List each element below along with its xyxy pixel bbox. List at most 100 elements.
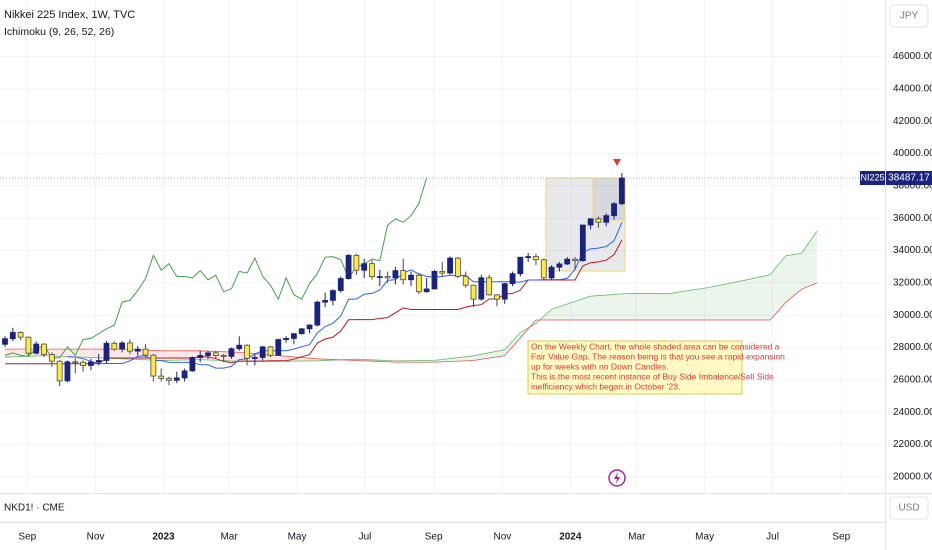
candle-body bbox=[291, 333, 297, 339]
y-tick-label: 44000.00 bbox=[893, 84, 932, 95]
candle-body bbox=[587, 218, 594, 226]
candle-body bbox=[142, 348, 149, 356]
x-tick-label: Mar bbox=[220, 532, 238, 543]
cloud-fill bbox=[473, 349, 505, 361]
candle-body bbox=[197, 355, 204, 358]
annotation: On the Weekly Chart, the whole shaded ar… bbox=[527, 340, 785, 395]
cloud-fill bbox=[590, 293, 630, 321]
x-tick-label: May bbox=[288, 532, 307, 543]
candle-body bbox=[212, 352, 219, 356]
candle-body bbox=[103, 342, 110, 361]
candles bbox=[2, 172, 625, 386]
candle-body bbox=[595, 218, 602, 223]
x-tick-label: Sep bbox=[425, 532, 443, 543]
candle-body bbox=[166, 377, 172, 381]
candle-body bbox=[579, 224, 586, 262]
candle-body bbox=[134, 348, 141, 352]
candle-body bbox=[564, 258, 571, 265]
candle-body bbox=[509, 273, 516, 285]
candle-body bbox=[314, 301, 321, 326]
y-tick-label: 28000.00 bbox=[893, 342, 932, 353]
event-icon[interactable] bbox=[608, 469, 626, 487]
y-tick-label: 26000.00 bbox=[893, 374, 932, 385]
candle-body bbox=[525, 256, 532, 259]
candle-body bbox=[618, 177, 625, 205]
x-tick-label: Sep bbox=[18, 532, 36, 543]
span-a-line bbox=[4, 230, 818, 362]
cloud-fill bbox=[707, 279, 747, 321]
candle-body bbox=[540, 259, 547, 279]
symbol-tag bbox=[860, 171, 885, 186]
annotation-line: Fair Value Gap. The reason being is that… bbox=[531, 351, 785, 361]
symbol-tag-label: NI225 bbox=[860, 172, 884, 182]
candle-body bbox=[127, 342, 133, 352]
candle-body bbox=[462, 275, 469, 286]
grid bbox=[0, 0, 885, 493]
signal-marker bbox=[613, 159, 621, 166]
candle-body bbox=[533, 256, 539, 261]
candle-body bbox=[439, 270, 446, 274]
event-bolt bbox=[614, 472, 620, 484]
y-tick-label: 40000.00 bbox=[893, 148, 932, 159]
y-tick-label: 20000.00 bbox=[893, 471, 932, 482]
candle-body bbox=[322, 299, 329, 303]
candle-body bbox=[415, 274, 422, 293]
candle-body bbox=[486, 277, 493, 296]
y-tick-label: 32000.00 bbox=[893, 278, 932, 289]
candle-body bbox=[478, 277, 485, 300]
lower-pane-label: NKD1! · CME bbox=[4, 503, 65, 514]
candle-body bbox=[48, 354, 55, 362]
currency-button[interactable] bbox=[889, 4, 929, 28]
x-tick-label: Nov bbox=[87, 532, 105, 543]
y-tick-label: 36000.00 bbox=[893, 213, 932, 224]
candle-body bbox=[220, 354, 227, 357]
price-axis bbox=[885, 0, 932, 550]
candle-body bbox=[236, 344, 243, 350]
cloud-fill bbox=[770, 255, 786, 321]
candle-body bbox=[173, 377, 180, 381]
candle-body bbox=[501, 283, 508, 300]
annotation-box bbox=[527, 340, 743, 395]
candle-body bbox=[189, 357, 196, 372]
x-tick-label: Jul bbox=[359, 532, 372, 543]
candle-body bbox=[72, 361, 79, 364]
candle-body bbox=[431, 270, 438, 290]
candle-body bbox=[603, 215, 610, 223]
candle-body bbox=[56, 360, 63, 382]
candle-body bbox=[283, 338, 289, 340]
candle-body bbox=[181, 370, 188, 379]
x-tick-label: Sep bbox=[832, 532, 850, 543]
candle-body bbox=[447, 257, 453, 274]
candle-body bbox=[64, 361, 71, 382]
currency-label: JPY bbox=[900, 11, 919, 22]
candle-body bbox=[384, 276, 391, 279]
annotation-line: This is the most recent instance of Buy … bbox=[531, 371, 774, 381]
candle-body bbox=[408, 274, 414, 281]
x-axis: Sep Nov 2023 Mar May Jul Sep Nov 2024 Mar May Jul Se… bbox=[18, 532, 850, 543]
candle-body bbox=[251, 357, 258, 359]
chart-title: Nikkei 225 Index, 1W, TVC bbox=[4, 9, 135, 21]
candle-body bbox=[95, 360, 102, 363]
x-tick-label: Jul bbox=[766, 532, 779, 543]
candle-body bbox=[454, 257, 461, 277]
candle-body bbox=[337, 278, 344, 291]
candle-body bbox=[80, 361, 86, 366]
x-tick-label: Nov bbox=[493, 532, 511, 543]
y-tick-label: 30000.00 bbox=[893, 310, 932, 321]
lower-currency-button[interactable] bbox=[889, 496, 929, 520]
x-tick-label: Mar bbox=[628, 532, 646, 543]
candle-body bbox=[267, 346, 274, 356]
candle-body bbox=[353, 254, 360, 271]
cloud-fill bbox=[785, 253, 802, 303]
price-tag: NI225 38487.17 bbox=[860, 171, 932, 186]
candle-body bbox=[423, 288, 430, 293]
candle-body bbox=[25, 336, 32, 354]
candle-body bbox=[517, 256, 524, 275]
x-tick-label: May bbox=[695, 532, 714, 543]
candle-body bbox=[392, 270, 399, 279]
candle-body bbox=[548, 266, 555, 279]
y-tick-label: 38000.00 bbox=[893, 181, 932, 192]
price-tag-label: 38487.17 bbox=[888, 173, 930, 184]
cloud-fill bbox=[551, 296, 591, 321]
